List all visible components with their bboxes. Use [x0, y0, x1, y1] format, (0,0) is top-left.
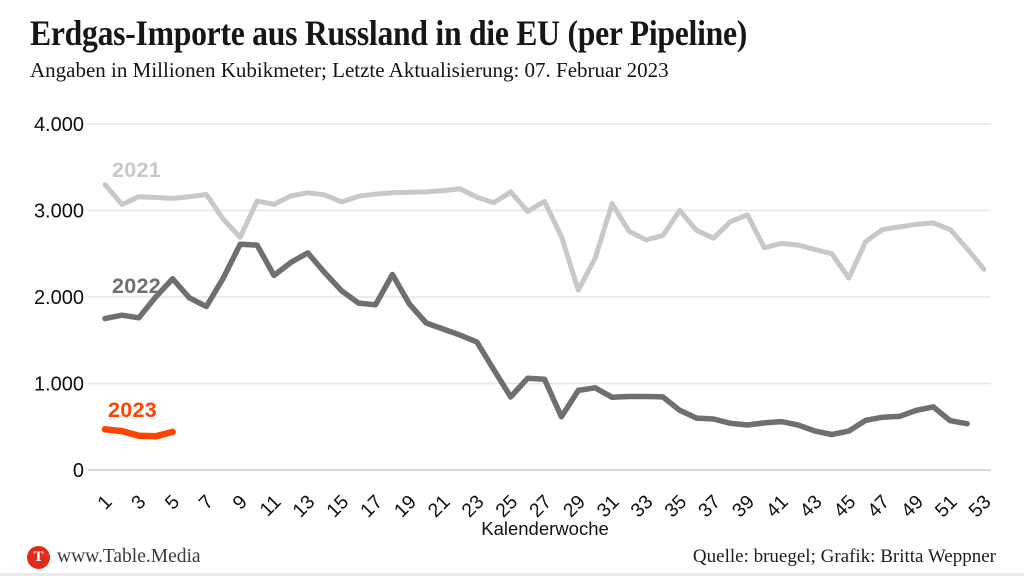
series-label-2023: 2023 [108, 398, 158, 422]
series-line-2022 [102, 241, 970, 438]
x-tick-label-41: 41 [762, 491, 793, 522]
x-tick-label-21: 21 [424, 491, 455, 522]
x-tick-label-49: 49 [897, 491, 928, 522]
x-tick-label-53: 53 [965, 491, 996, 522]
x-tick-label-1: 1 [93, 491, 116, 514]
page-subtitle: Angaben in Millionen Kubikmeter; Letzte … [30, 58, 669, 82]
x-tick-label-33: 33 [627, 491, 658, 522]
x-tick-label-11: 11 [256, 491, 286, 521]
y-tick-label-2000: 2.000 [34, 287, 84, 309]
brand-url: www.Table.Media [57, 546, 201, 567]
table-media-logo-icon: T [27, 545, 50, 569]
source-credit: Quelle: bruegel; Grafik: Britta Weppner [692, 546, 996, 567]
x-tick-label-17: 17 [356, 491, 387, 522]
series-line-2021 [102, 182, 987, 293]
x-tick-label-7: 7 [195, 491, 218, 514]
x-axis-title: Kalenderwoche [481, 518, 609, 539]
y-tick-label-1000: 1.000 [34, 374, 84, 396]
x-tick-label-5: 5 [161, 491, 184, 514]
series-label-2022: 2022 [112, 274, 162, 298]
x-tick-label-39: 39 [728, 491, 759, 522]
y-tick-label-4000: 4.000 [34, 114, 84, 136]
x-tick-label-15: 15 [322, 491, 353, 522]
x-tick-label-9: 9 [229, 491, 252, 514]
brand: T www.Table.Media [27, 545, 201, 569]
series-label-2021: 2021 [112, 158, 162, 182]
x-tick-label-37: 37 [694, 491, 725, 522]
y-tick-label-3000: 3.000 [34, 201, 84, 223]
x-tick-label-43: 43 [796, 491, 827, 522]
x-tick-label-51: 51 [931, 491, 962, 522]
x-tick-label-45: 45 [829, 491, 860, 522]
page-title: Erdgas-Importe aus Russland in die EU (p… [30, 13, 748, 53]
bottom-strip [0, 573, 1024, 576]
x-tick-label-19: 19 [390, 491, 421, 522]
x-tick-label-3: 3 [127, 491, 150, 514]
x-tick-label-35: 35 [660, 491, 691, 522]
x-tick-label-47: 47 [863, 491, 894, 522]
footer: T www.Table.Media Quelle: bruegel; Grafi… [27, 543, 996, 571]
y-tick-label-0: 0 [73, 460, 84, 482]
x-tick-label-13: 13 [288, 491, 319, 522]
logo-letter: T [33, 548, 44, 565]
series-line-2023 [101, 426, 176, 440]
